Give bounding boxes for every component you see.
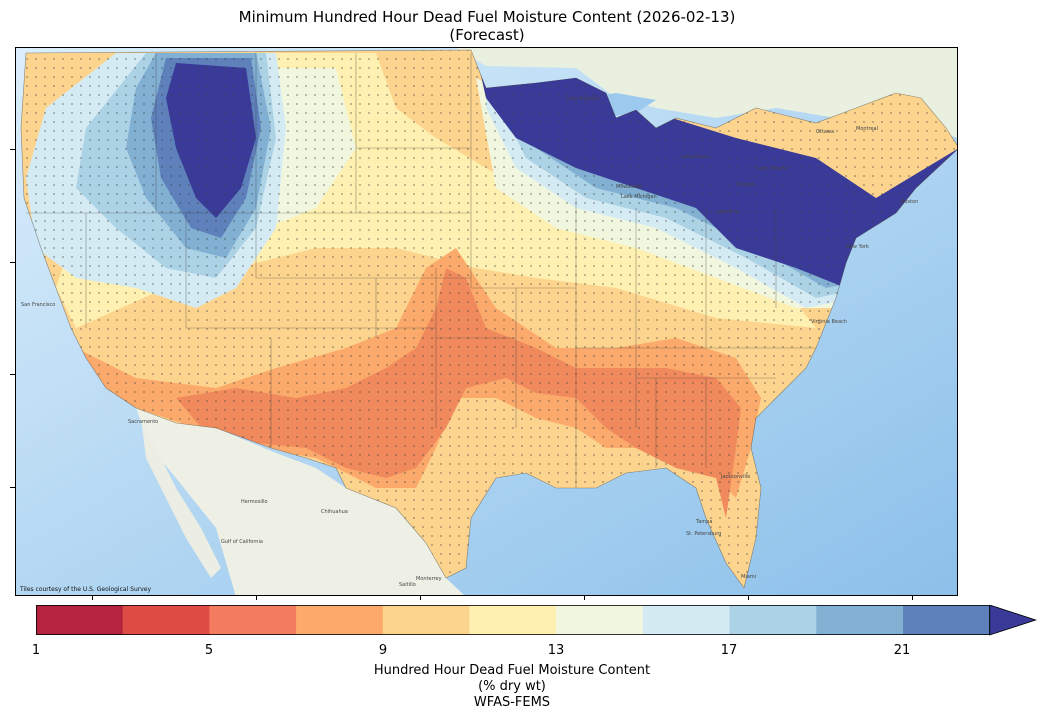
- label-hermosillo: Hermosillo: [241, 499, 268, 505]
- colorbar-svg: [36, 604, 1037, 636]
- colorbar-tick-1: 1: [31, 643, 41, 658]
- colorbar-bin: [469, 605, 557, 635]
- label-toronto: Toronto: [735, 182, 754, 188]
- label-sacramento: Sacramento: [128, 419, 158, 425]
- colorbar-tick-13: 13: [547, 643, 565, 658]
- y-axis-tick: [10, 262, 15, 263]
- label-new-york: New York: [846, 244, 869, 250]
- x-axis-tick: [92, 596, 93, 600]
- label-lake-ontario: Lake Ontario: [756, 166, 788, 172]
- colorbar-tick-21: 21: [893, 643, 911, 658]
- colorbar-bin: [296, 605, 384, 635]
- colorbar-title-line2: (% dry wt): [478, 679, 546, 694]
- y-axis-tick: [10, 374, 15, 375]
- colorbar-bin: [382, 605, 470, 635]
- x-axis-tick: [256, 596, 257, 600]
- colorbar-outline: [36, 605, 991, 635]
- colorbar-title: Hundred Hour Dead Fuel Moisture Content …: [374, 663, 650, 711]
- map-title: Minimum Hundred Hour Dead Fuel Moisture …: [0, 8, 974, 44]
- label-st-petersburg: St. Petersburg: [686, 531, 721, 537]
- colorbar-tick-9: 9: [378, 643, 388, 658]
- label-lake-erie: Lake Erie: [716, 209, 739, 215]
- map-panel[interactable]: Lake Superior Lake Michigan Lake Huron L…: [15, 47, 958, 596]
- label-jacksonville: Jacksonville: [720, 474, 750, 480]
- colorbar-bin: [556, 605, 644, 635]
- colorbar-title-line3: WFAS-FEMS: [473, 695, 551, 710]
- state-boundaries: [20, 49, 957, 589]
- label-san-francisco: San Francisco: [21, 302, 55, 308]
- label-monterrey: Monterrey: [416, 576, 442, 582]
- colorbar-bin: [642, 605, 731, 635]
- label-chihuahua: Chihuahua: [321, 509, 348, 515]
- y-axis-tick: [10, 487, 15, 488]
- colorbar: [36, 604, 1038, 641]
- label-gulf-of-california: Gulf of California: [221, 539, 263, 545]
- colorbar-tick-17: 17: [720, 643, 738, 658]
- colorbar-bin: [122, 605, 210, 635]
- baja-peninsula: [141, 418, 221, 578]
- label-ottawa: Ottawa: [816, 129, 834, 135]
- x-axis-tick: [912, 596, 913, 600]
- colorbar-bin: [209, 605, 297, 635]
- y-axis-tick: [10, 149, 15, 150]
- label-lake-superior: Lake Superior: [566, 96, 601, 102]
- label-miami: Miami: [741, 574, 756, 580]
- label-lake-michigan: Lake Michigan: [621, 194, 657, 200]
- x-axis-tick: [420, 596, 421, 600]
- colorbar-title-line1: Hundred Hour Dead Fuel Moisture Content: [373, 663, 651, 678]
- canada-land: [16, 48, 957, 138]
- colorbar-extend-arrow: [989, 604, 1037, 636]
- label-milwaukee: Milwaukee: [616, 184, 642, 190]
- map-canvas: Lake Superior Lake Michigan Lake Huron L…: [16, 48, 957, 595]
- label-montreal: Montreal: [856, 126, 878, 132]
- label-boston: Boston: [901, 199, 918, 205]
- mexico-land: [136, 408, 464, 595]
- colorbar-bin: [729, 605, 817, 635]
- map-attribution: Tiles courtesy of the U.S. Geological Su…: [20, 586, 152, 593]
- label-tampa: Tampa: [695, 519, 712, 525]
- colorbar-bin: [816, 605, 904, 635]
- label-virginia-beach: Virginia Beach: [811, 319, 847, 325]
- map-title-line1: Minimum Hundred Hour Dead Fuel Moisture …: [238, 8, 736, 26]
- label-saltillo: Saltillo: [399, 582, 416, 588]
- colorbar-bin: [903, 605, 991, 635]
- x-axis-tick: [584, 596, 585, 600]
- label-lake-huron: Lake Huron: [681, 154, 709, 160]
- x-axis-tick: [748, 596, 749, 600]
- colorbar-tick-5: 5: [204, 643, 214, 658]
- colorbar-bin: [36, 605, 124, 635]
- map-title-line2: (Forecast): [449, 26, 525, 44]
